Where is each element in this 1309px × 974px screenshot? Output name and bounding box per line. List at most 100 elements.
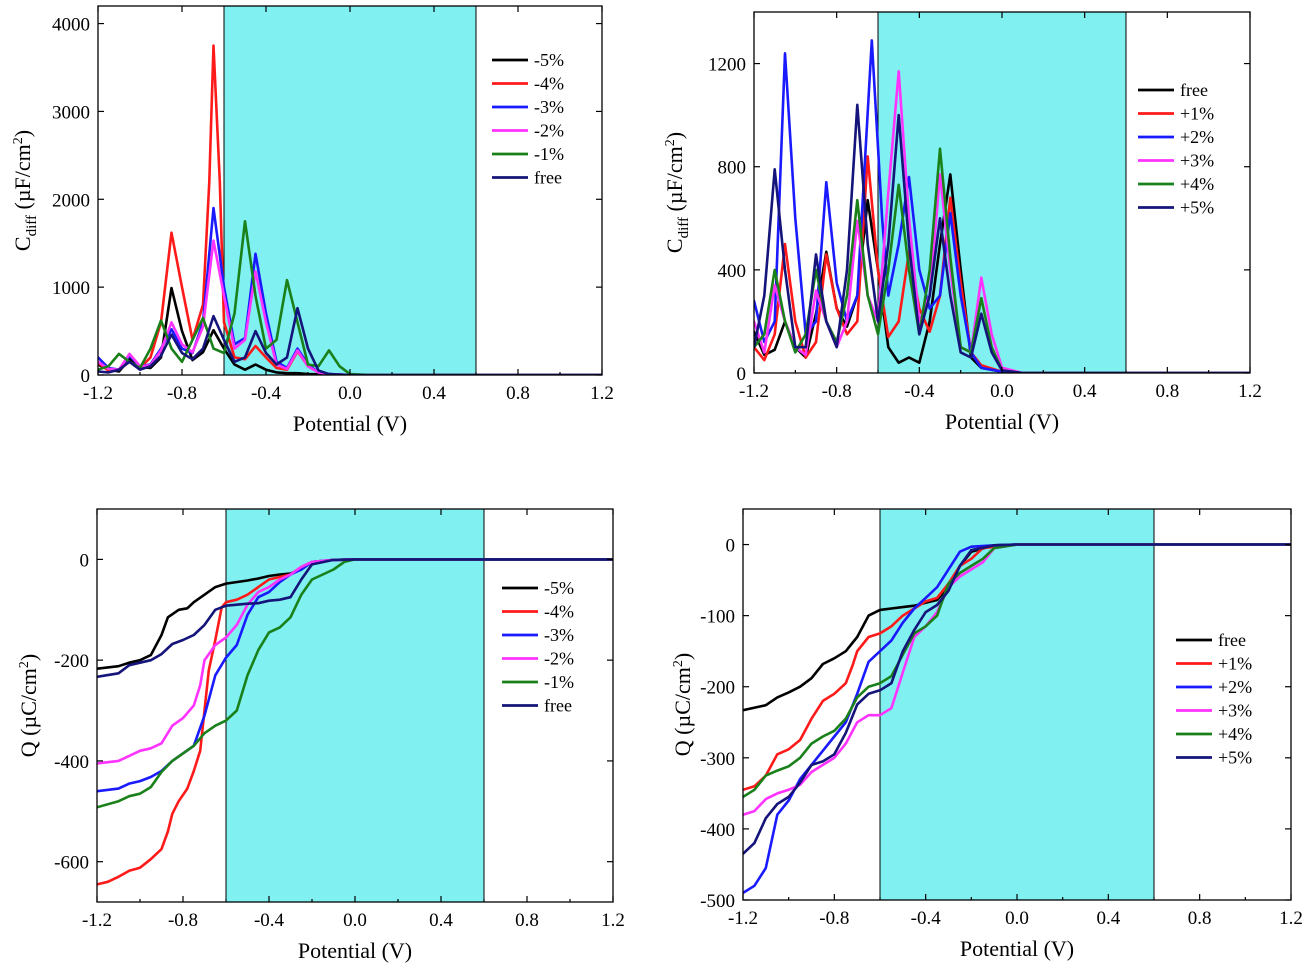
y-tick-label: 1000 <box>52 278 90 299</box>
y-axis-label-sup: 2 <box>671 660 686 667</box>
x-tick-label: -1.2 <box>728 908 758 929</box>
series-line-free <box>98 306 602 375</box>
chart-panel-c: -1.2 -0.8 -0.4 0.0 0.4 0.8 1.2 -600 -400 -200 0 Pot… <box>16 508 625 963</box>
legend-label: +2% <box>1180 127 1214 147</box>
y-tick-label: 3000 <box>52 102 90 123</box>
legend-label: free <box>1218 630 1246 650</box>
legend-label: free <box>544 696 572 716</box>
x-axis-label: Potential (V) <box>298 938 412 963</box>
x-tick-label: -1.2 <box>82 910 112 931</box>
y-tick-label: 0 <box>737 364 747 385</box>
y-axis-label-close: ) <box>662 132 687 139</box>
legend-label: -4% <box>544 602 574 622</box>
y-axis-label-main: Q <box>670 740 695 756</box>
y-tick-label: -400 <box>54 752 89 773</box>
y-axis-label: Q (µC/cm2) <box>16 654 41 757</box>
series-line-+3% <box>754 70 1250 373</box>
y-tick-label: 0 <box>80 550 90 571</box>
x-tick-label: -1.2 <box>83 383 113 404</box>
series-line-+2% <box>743 543 1291 895</box>
chart-panel-d: -1.2 -0.8 -0.4 0.0 0.4 0.8 1.2 -500 -400 -300 -200… <box>670 508 1303 961</box>
series-line--3% <box>97 558 613 793</box>
x-tick-label: 0.4 <box>1096 908 1120 929</box>
legend-label: -2% <box>534 121 564 141</box>
legend-label: -3% <box>534 97 564 117</box>
x-tick-label: 0.4 <box>422 383 446 404</box>
x-tick-label: -1.2 <box>739 381 769 402</box>
legend-label: +4% <box>1218 724 1252 744</box>
x-tick-label: 1.2 <box>1279 908 1303 929</box>
shaded-region <box>879 508 1155 901</box>
y-axis-label-unit: (µC/cm <box>670 667 695 740</box>
y-tick-label: 0 <box>81 366 91 387</box>
series-line-+5% <box>754 103 1250 373</box>
series-line-+3% <box>743 543 1291 816</box>
y-tick-label: -200 <box>54 651 89 672</box>
y-axis-label-sub: diff <box>676 217 692 238</box>
series-line-free <box>97 558 613 679</box>
legend-label: +2% <box>1218 677 1252 697</box>
x-tick-label: 0.8 <box>515 910 539 931</box>
series-line--1% <box>98 220 602 375</box>
legend-label: +4% <box>1180 174 1214 194</box>
series-group <box>743 543 1291 895</box>
series-line--2% <box>97 558 613 765</box>
y-tick-label: 1200 <box>708 55 746 76</box>
series-group <box>98 44 602 375</box>
legend-label: -1% <box>544 672 574 692</box>
y-tick-label: 2000 <box>52 190 90 211</box>
y-axis-label-unit: (µC/cm <box>16 668 41 741</box>
legend-label: -3% <box>544 625 574 645</box>
x-tick-label: -0.8 <box>819 908 849 929</box>
legend-label: -4% <box>534 74 564 94</box>
x-tick-label: -0.4 <box>254 910 285 931</box>
y-tick-label: -100 <box>700 607 735 628</box>
y-axis-label-unit: (µF/cm <box>10 144 35 215</box>
y-tick-label: -500 <box>700 891 735 912</box>
x-axis-label: Potential (V) <box>960 936 1074 961</box>
shaded-region <box>877 11 1127 374</box>
y-axis-label-close: ) <box>10 130 35 137</box>
y-axis-label-main: Q <box>16 741 41 757</box>
legend-label: +3% <box>1218 701 1252 721</box>
y-axis-label-sup: 2 <box>11 137 26 144</box>
x-tick-label: 0.8 <box>1188 908 1212 929</box>
series-line--1% <box>97 558 613 809</box>
x-tick-label: -0.8 <box>168 910 198 931</box>
shaded-region <box>225 508 485 903</box>
series-line-+4% <box>743 543 1291 799</box>
legend-label: +1% <box>1180 104 1214 124</box>
y-axis-label-close: ) <box>16 654 41 661</box>
y-axis-label-main: C <box>10 236 35 251</box>
legend-label: +3% <box>1180 151 1214 171</box>
y-axis-label: Cdiff (µF/cm2) <box>662 132 692 253</box>
y-tick-label: 800 <box>718 158 747 179</box>
x-tick-label: -0.8 <box>167 383 197 404</box>
x-tick-label: 0.4 <box>1073 381 1097 402</box>
y-tick-label: -300 <box>700 749 735 770</box>
series-line-+2% <box>754 39 1250 373</box>
x-tick-label: 0.0 <box>990 381 1014 402</box>
chart-panel-a: -1.2 -0.8 -0.4 0.0 0.4 0.8 1.2 0 1000 2000 3000 400… <box>10 5 614 436</box>
series-line-+5% <box>743 543 1291 856</box>
y-axis-label-sup: 2 <box>17 661 32 668</box>
x-tick-label: 0.8 <box>506 383 530 404</box>
y-axis-label-close: ) <box>670 653 695 660</box>
x-tick-label: 1.2 <box>601 910 625 931</box>
x-tick-label: -0.4 <box>911 908 942 929</box>
y-tick-label: 4000 <box>52 15 90 36</box>
y-axis-label-main: C <box>662 238 687 253</box>
series-group <box>754 39 1250 373</box>
x-axis-label: Potential (V) <box>293 411 407 436</box>
y-tick-label: -600 <box>54 853 89 874</box>
y-axis-label-unit: (µF/cm <box>662 146 687 217</box>
x-tick-label: -0.8 <box>822 381 852 402</box>
legend-label: +5% <box>1180 198 1214 218</box>
x-tick-label: -0.4 <box>904 381 935 402</box>
y-tick-label: 400 <box>718 261 747 282</box>
x-tick-label: 1.2 <box>590 383 614 404</box>
y-tick-label: -200 <box>700 678 735 699</box>
legend-label: -2% <box>544 649 574 669</box>
legend-label: free <box>1180 80 1208 100</box>
